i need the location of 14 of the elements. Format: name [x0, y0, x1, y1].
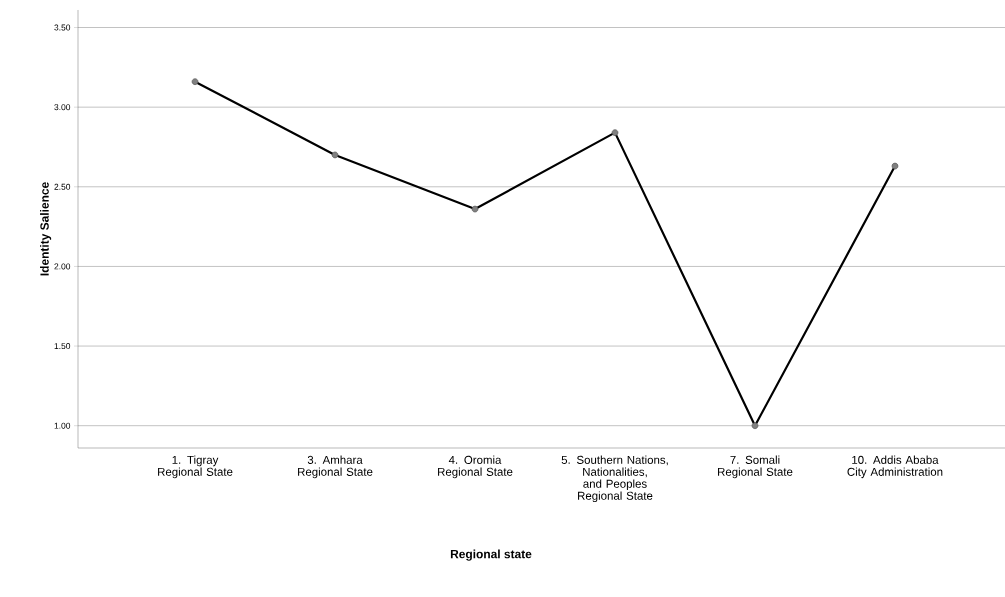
x-tick-label: 3. Amhara Regional State	[298, 455, 373, 479]
x-tick-label: 10. Addis Ababa City Administration	[847, 455, 943, 479]
y-tick-label: 2.50	[54, 183, 71, 190]
x-tick-label: 7. Somali Regional State	[718, 455, 793, 479]
x-tick-label: 1. Tigray Regional State	[158, 455, 233, 479]
y-tick-label: 3.50	[54, 24, 71, 31]
y-axis-title: Identity Salience	[40, 182, 52, 276]
y-tick-label: 1.00	[54, 422, 71, 429]
y-tick-label: 1.50	[54, 343, 71, 350]
x-axis-title: Regional state	[450, 549, 532, 561]
x-tick-label: 4. Oromia Regional State	[438, 455, 513, 479]
y-tick-label: 2.00	[54, 263, 71, 270]
x-tick-label: 5. Southern Nations, Nationalities, and Peoples Regional State	[561, 455, 668, 503]
y-tick-label: 3.00	[54, 104, 71, 111]
